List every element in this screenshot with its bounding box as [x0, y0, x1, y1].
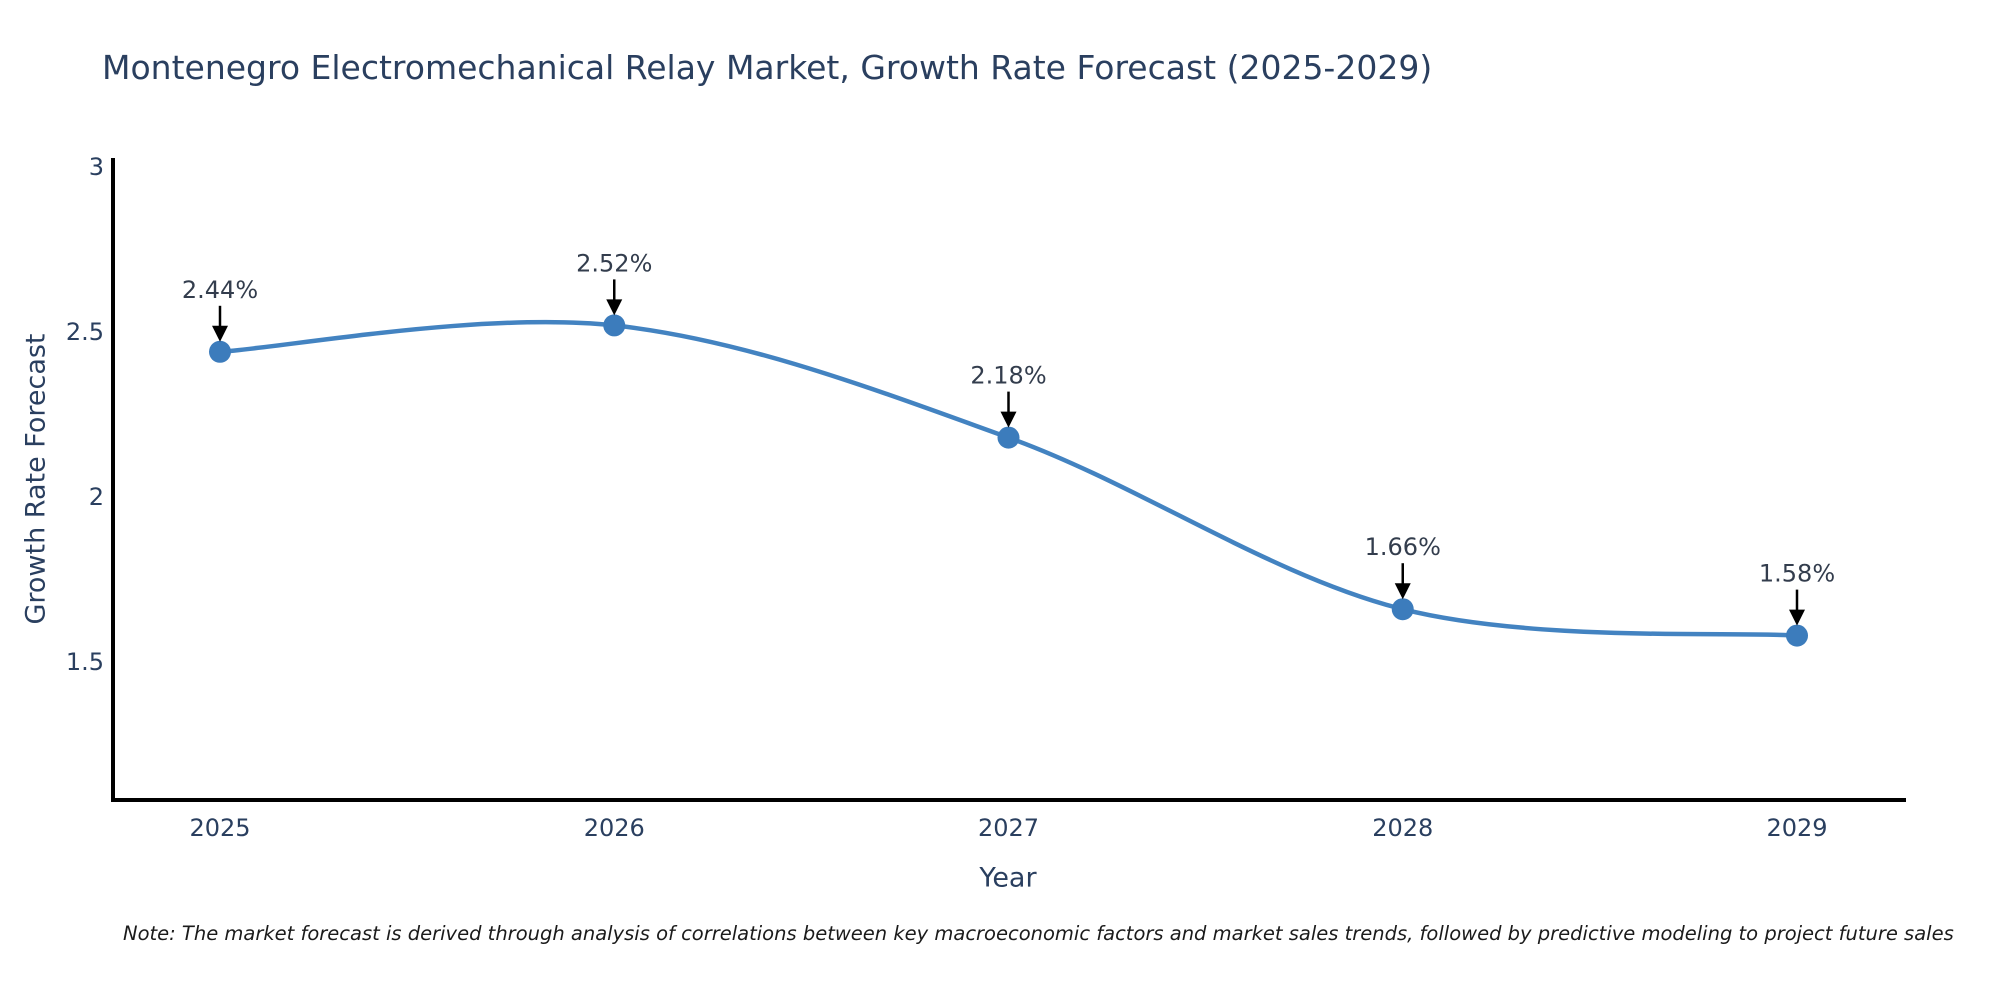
data-point-marker [209, 340, 231, 363]
y-tick-label: 2.5 [66, 318, 104, 346]
y-tick-label: 2 [89, 483, 104, 511]
y-axis-title: Growth Rate Forecast [20, 333, 52, 625]
annotation-arrowhead-icon [1000, 411, 1017, 428]
x-tick-label: 2028 [1372, 814, 1433, 842]
data-point-label: 2.44% [182, 276, 258, 304]
annotation-arrowhead-icon [1394, 583, 1411, 600]
chart-title: Montenegro Electromechanical Relay Marke… [102, 48, 1433, 87]
data-point-label: 1.58% [1759, 560, 1835, 588]
footnote: Note: The market forecast is derived thr… [123, 922, 1954, 945]
annotation-arrowhead-icon [606, 299, 623, 316]
data-point-marker [1391, 598, 1414, 621]
x-tick-label: 2026 [584, 814, 645, 842]
x-tick-label: 2027 [978, 814, 1039, 842]
data-point-label: 1.66% [1365, 533, 1441, 561]
x-tick-label: 2025 [189, 814, 250, 842]
y-tick-label: 3 [89, 153, 104, 181]
data-point-label: 2.52% [576, 249, 652, 277]
data-point-label: 2.18% [970, 362, 1046, 390]
annotation-arrowhead-icon [212, 325, 228, 342]
data-point-marker [1786, 624, 1808, 647]
data-point-marker [997, 426, 1020, 449]
x-tick-label: 2029 [1766, 814, 1827, 842]
annotation-arrowhead-icon [1789, 609, 1805, 626]
data-point-marker [603, 314, 626, 337]
y-tick-label: 1.5 [66, 648, 104, 676]
x-axis-title: Year [979, 862, 1037, 894]
